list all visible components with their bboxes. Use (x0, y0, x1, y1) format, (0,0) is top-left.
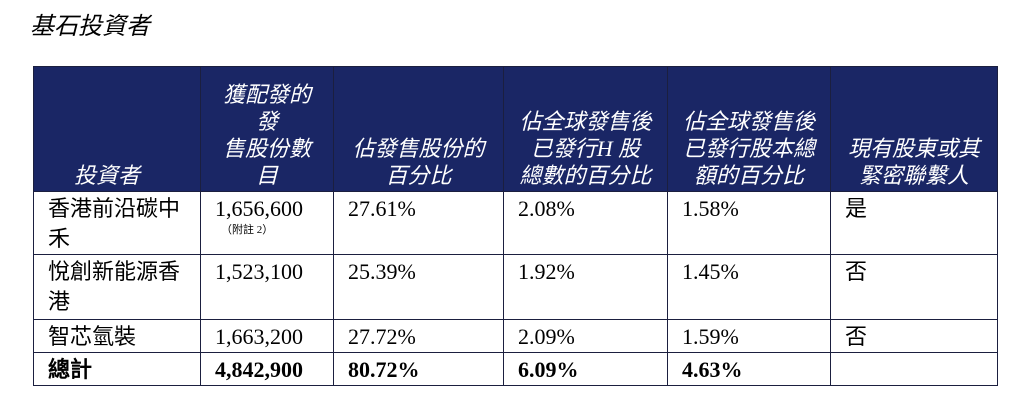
table-cell: 1.58% (667, 191, 831, 255)
table-cell: 1.45% (667, 254, 831, 320)
total-cell: 80.72% (333, 352, 504, 386)
table-row: 智芯氫裝 1,663,200 27.72% 2.09% 1.59% 否 (33, 319, 998, 353)
cell-text: 是 (845, 196, 868, 221)
table-cell: 27.61% (333, 191, 504, 255)
table-row: 悅創新能源香港 1,523,100 25.39% 1.92% 1.45% 否 (33, 254, 998, 320)
table-cell: 25.39% (333, 254, 504, 320)
header-line: 已發行H 股 (530, 136, 641, 161)
header-line: 佔發售股份的 (352, 136, 485, 161)
table-cell: 2.08% (503, 191, 668, 255)
table-cell: 否 (830, 319, 998, 353)
table-row: 香港前沿碳中禾 1,656,600 （附註 2） 27.61% 2.08% 1.58% 是 (33, 191, 998, 255)
cell-text: 4,842,900 (215, 357, 303, 382)
total-row: 總計 4,842,900 80.72% 6.09% 4.63% (33, 352, 998, 386)
cell-text: 1.58% (682, 196, 739, 221)
header-line: 佔全球發售後 (682, 109, 815, 134)
cell-text: 25.39% (348, 259, 416, 284)
header-line: 現有股東或其 (847, 136, 980, 161)
cornerstone-table: 投資者 獲配發的發售股份數目佔發售股份的 百分比 佔全球發售後 已發行H 股總數的百分比… (33, 66, 998, 386)
header-line: 額的百分比 (693, 163, 804, 188)
table-cell: 2.09% (503, 319, 668, 353)
header-row: 投資者 獲配發的發售股份數目佔發售股份的 百分比 佔全球發售後 已發行H 股總數的百分比… (33, 66, 998, 192)
header-line: 總數的百分比 (519, 163, 652, 188)
cell-text: 智芯氫裝 (48, 324, 137, 349)
total-cell (830, 352, 998, 386)
table-cell: 悅創新能源香港 (33, 254, 201, 320)
header-line: 已發行股本總 (682, 136, 815, 161)
table-body: 香港前沿碳中禾 1,656,600 （附註 2） 27.61% 2.08% 1.58% 是悅… (33, 191, 998, 386)
table-cell: 是 (830, 191, 998, 255)
header-line: 獲配發的 (222, 82, 311, 107)
cell-text: 2.08% (518, 196, 575, 221)
cell-text: 總計 (48, 357, 93, 382)
table-cell: 1,656,600 （附註 2） (200, 191, 334, 255)
cell-text: 27.72% (348, 324, 416, 349)
cell-text: 1.59% (682, 324, 739, 349)
cell-text: 1.45% (682, 259, 739, 284)
header-line: 緊密聯繫人 (858, 163, 969, 188)
table-cell: 1.59% (667, 319, 831, 353)
table-cell: 智芯氫裝 (33, 319, 201, 353)
cell-text: 香港前沿碳中禾 (48, 196, 181, 251)
table-cell: 1,523,100 (200, 254, 334, 320)
cell-text: 2.09% (518, 324, 575, 349)
cell-text: 6.09% (518, 357, 579, 382)
header-line: 佔全球發售後 (519, 109, 652, 134)
cell-text: 1.92% (518, 259, 575, 284)
total-cell: 4.63% (667, 352, 831, 386)
total-cell: 4,842,900 (200, 352, 334, 386)
header-line: 售股份數 (222, 136, 311, 161)
table-cell: 1,663,200 (200, 319, 334, 353)
cell-text: 否 (845, 324, 868, 349)
cell-text: 悅創新能源香港 (48, 259, 181, 314)
section-title: 基石投資者 (30, 14, 150, 40)
table-cell: 否 (830, 254, 998, 320)
table-cell: 27.72% (333, 319, 504, 353)
header-line: 發 (255, 109, 278, 134)
cell-text: 1,523,100 (215, 259, 303, 284)
header-line: 投資者 (74, 163, 141, 188)
total-cell: 總計 (33, 352, 201, 386)
cell-text: 27.61% (348, 196, 416, 221)
table-cell: 香港前沿碳中禾 (33, 191, 201, 255)
cell-text: 否 (845, 259, 868, 284)
table-cell: 1.92% (503, 254, 668, 320)
cell-text: 1,656,600 (215, 196, 303, 221)
note: （附註 2） (221, 224, 274, 236)
header-cell: 投資者 (33, 66, 201, 192)
header-line: 目 (255, 163, 278, 188)
header-line: 百分比 (385, 163, 452, 188)
header-cell: 佔發售股份的 百分比 (333, 66, 504, 192)
header-cell: 獲配發的發售股份數目 (200, 66, 334, 192)
cell-text: 80.72% (348, 357, 420, 382)
cell-text: 1,663,200 (215, 324, 303, 349)
cell-text: 4.63% (682, 357, 743, 382)
total-cell: 6.09% (503, 352, 668, 386)
header-cell: 佔全球發售後 已發行H 股總數的百分比 (503, 66, 668, 192)
header-cell: 現有股東或其 緊密聯繫人 (830, 66, 998, 192)
header-cell: 佔全球發售後 已發行股本總 額的百分比 (667, 66, 831, 192)
